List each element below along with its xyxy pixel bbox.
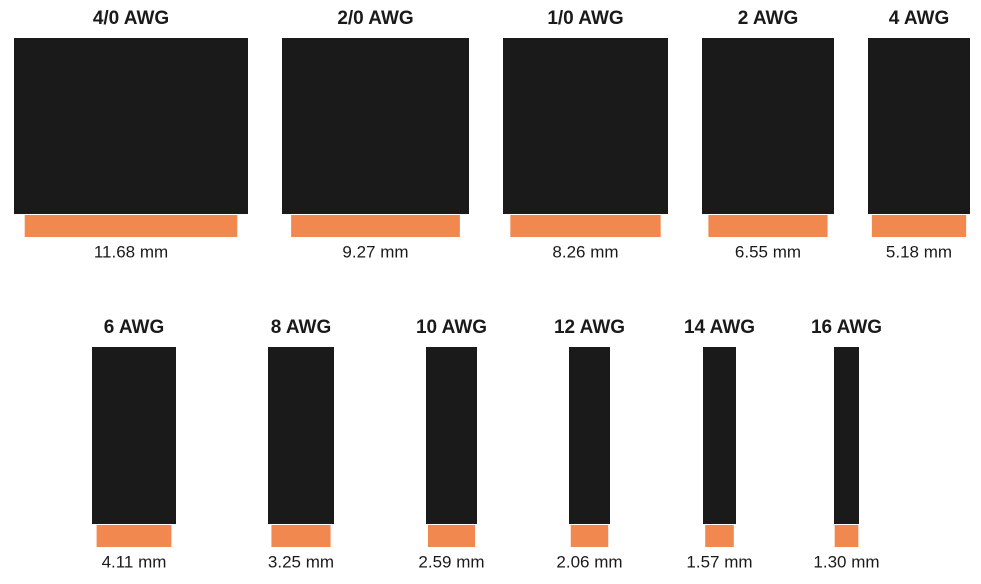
wire-jacket xyxy=(268,347,334,524)
wire-jacket xyxy=(569,347,610,524)
wire-jacket xyxy=(282,38,469,214)
gauge-label: 6 AWG xyxy=(104,317,165,338)
diameter-label: 6.55 mm xyxy=(735,242,801,261)
wire-conductor xyxy=(24,215,238,237)
gauge-label: 12 AWG xyxy=(554,317,625,338)
wire-conductor xyxy=(271,525,331,547)
wire-jacket xyxy=(92,347,176,524)
wire-conductor xyxy=(570,525,609,547)
wire-conductor xyxy=(834,525,859,547)
diameter-label: 9.27 mm xyxy=(342,242,408,261)
gauge-label: 1/0 AWG xyxy=(547,8,623,29)
diameter-label: 4.11 mm xyxy=(102,552,167,571)
wire-jacket xyxy=(702,38,834,214)
wire-jacket xyxy=(703,347,736,524)
wire-conductor xyxy=(427,525,476,547)
diameter-label: 1.57 mm xyxy=(686,552,752,571)
diameter-label: 3.25 mm xyxy=(268,552,334,571)
diameter-label: 2.06 mm xyxy=(556,552,622,571)
wire-conductor xyxy=(871,215,967,237)
wire-conductor xyxy=(705,525,734,547)
wire-conductor xyxy=(96,525,172,547)
diameter-label: 5.18 mm xyxy=(886,242,952,261)
diameter-label: 2.59 mm xyxy=(418,552,484,571)
wire-conductor xyxy=(708,215,828,237)
gauge-label: 2 AWG xyxy=(738,8,799,29)
gauge-label: 4/0 AWG xyxy=(93,8,169,29)
wire-conductor xyxy=(510,215,661,237)
wire-jacket xyxy=(868,38,970,214)
gauge-label: 10 AWG xyxy=(416,317,487,338)
gauge-label: 4 AWG xyxy=(889,8,950,29)
gauge-label: 16 AWG xyxy=(811,317,882,338)
diameter-label: 1.30 mm xyxy=(813,552,879,571)
wire-conductor xyxy=(291,215,460,237)
wire-jacket xyxy=(503,38,668,214)
gauge-label: 14 AWG xyxy=(684,317,755,338)
diameter-label: 11.68 mm xyxy=(94,242,168,261)
wire-jacket xyxy=(14,38,248,214)
wire-jacket xyxy=(426,347,477,524)
wire-jacket xyxy=(834,347,859,524)
diameter-label: 8.26 mm xyxy=(552,242,618,261)
gauge-label: 2/0 AWG xyxy=(337,8,413,29)
gauge-label: 8 AWG xyxy=(271,317,332,338)
